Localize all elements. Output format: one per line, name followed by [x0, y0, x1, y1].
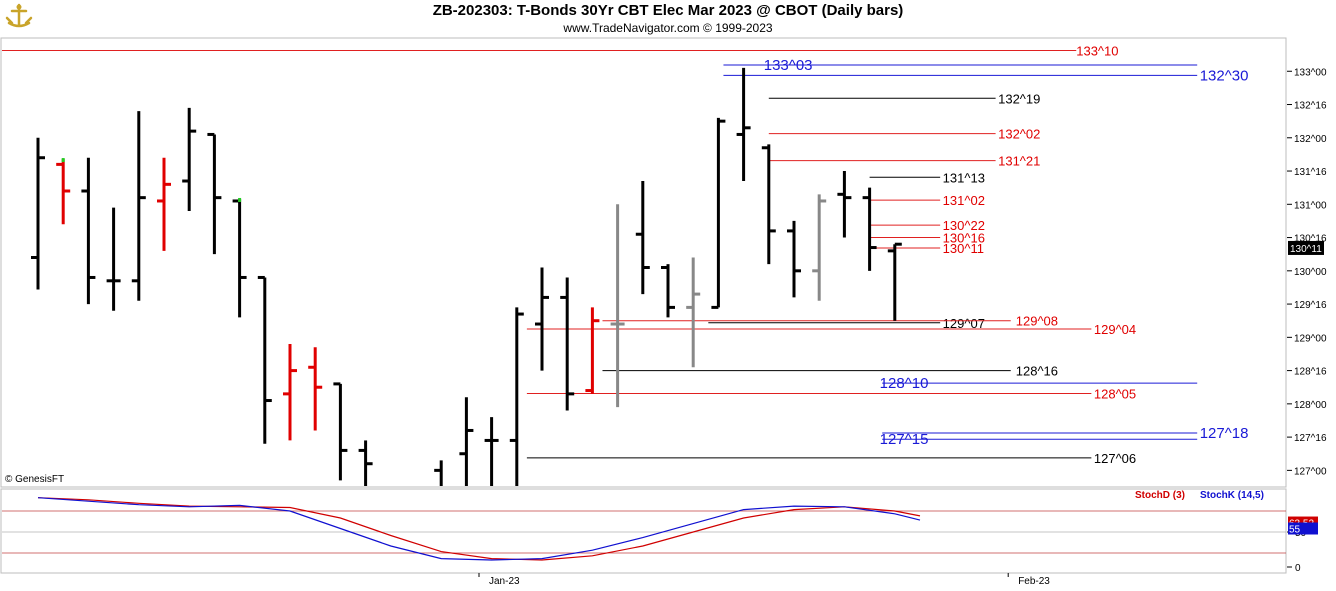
- chart-subtitle: www.TradeNavigator.com © 1999-2023: [563, 21, 773, 35]
- y-tick-label: 129^16: [1294, 300, 1327, 311]
- level-label: 132^19: [998, 91, 1040, 106]
- level-label: 130^16: [943, 231, 985, 246]
- level-label: 128^16: [1016, 364, 1058, 379]
- level-label: 127^06: [1094, 451, 1136, 466]
- stoch-y-tick-label: 0: [1295, 563, 1301, 574]
- y-tick-label: 127^16: [1294, 433, 1327, 444]
- level-label: 133^10: [1076, 43, 1118, 58]
- y-tick-label: 130^16: [1294, 234, 1327, 245]
- y-tick-label: 128^16: [1294, 367, 1327, 378]
- level-label: 129^04: [1094, 322, 1136, 337]
- level-label: 131^13: [943, 170, 985, 185]
- stoch-legend-entry: StochD (3): [1135, 490, 1185, 501]
- y-tick-label: 132^00: [1294, 134, 1327, 145]
- level-label: 127^15: [880, 431, 929, 448]
- stochastic-panel: 050StochD (3)StochK (14,5)63.5255: [2, 490, 1318, 574]
- stoch-panel-frame: [0, 488, 1287, 574]
- signal-marker: [61, 158, 65, 163]
- stoch-value-tag: [1288, 522, 1318, 535]
- level-label: 128^05: [1094, 386, 1136, 401]
- last-price-tag: [1288, 240, 1324, 255]
- x-tick-label: Jan-23: [489, 576, 520, 587]
- level-lines: 133^10 133^03 132^30 132^19 132^02 131^21 131^…: [2, 43, 1249, 466]
- last-price-label: 130^11: [1290, 244, 1322, 255]
- level-label: 131^21: [998, 154, 1040, 169]
- signal-marker: [238, 197, 242, 202]
- price-axis: 127^00 127^16 128^00 128^16 129^00 129^16 130^…: [1287, 67, 1327, 477]
- level-label: 127^18: [1200, 425, 1249, 442]
- x-tick-label: Feb-23: [1018, 576, 1050, 587]
- stoch-series-line: [37, 497, 921, 561]
- level-label: 129^08: [1016, 314, 1058, 329]
- stoch-series-line: [37, 497, 921, 561]
- y-tick-label: 130^00: [1294, 267, 1327, 278]
- y-tick-label: 129^00: [1294, 333, 1327, 344]
- chart-title: ZB-202303: T-Bonds 30Yr CBT Elec Mar 202…: [432, 2, 904, 19]
- time-axis: Jan-23 Feb-23: [478, 573, 1050, 587]
- level-label: 130^11: [943, 241, 984, 256]
- stoch-value-label: 55: [1289, 525, 1301, 536]
- level-label: 131^02: [943, 193, 985, 208]
- stoch-legend-entry: StochK (14,5): [1200, 490, 1264, 501]
- price-bars: [31, 67, 902, 486]
- y-tick-label: 131^00: [1294, 200, 1327, 211]
- y-tick-label: 128^00: [1294, 400, 1327, 411]
- y-tick-label: 132^16: [1294, 101, 1327, 112]
- logo-icon: [5, 3, 33, 28]
- y-tick-label: 131^16: [1294, 167, 1327, 178]
- level-label: 128^10: [880, 375, 929, 392]
- level-label: 132^02: [998, 127, 1040, 142]
- y-tick-label: 127^00: [1294, 466, 1327, 477]
- level-label: 130^22: [943, 218, 985, 233]
- copyright-label: © GenesisFT: [5, 474, 65, 485]
- price-panel-frame: [0, 37, 1287, 488]
- level-label: 129^07: [943, 316, 985, 331]
- level-label: 133^03: [764, 57, 813, 74]
- y-tick-label: 133^00: [1294, 67, 1327, 78]
- level-label: 132^30: [1200, 67, 1249, 84]
